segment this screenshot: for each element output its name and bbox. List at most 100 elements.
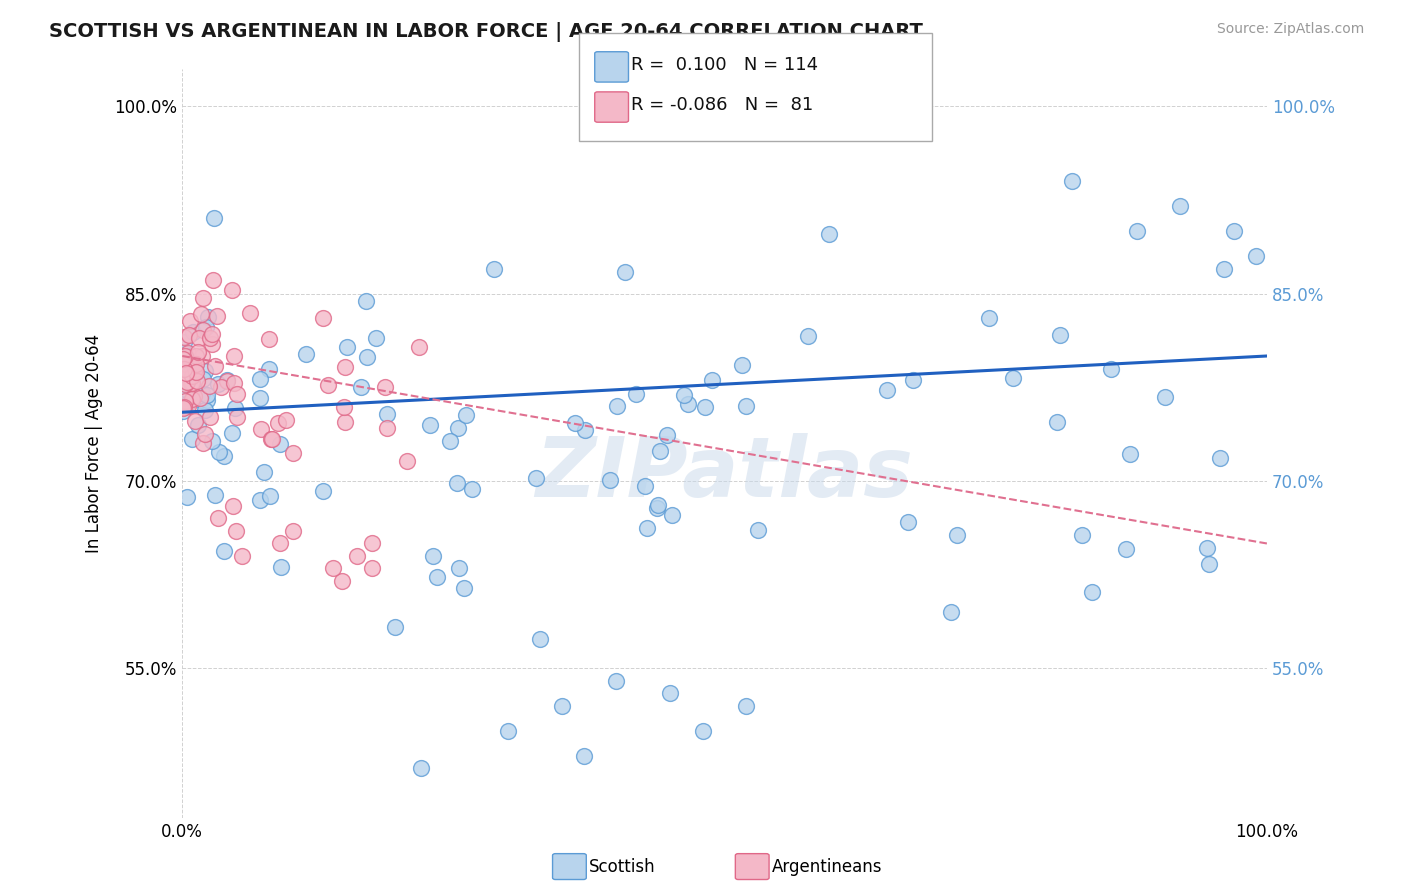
Point: [747, 523, 769, 537]
Point: [225, 386, 247, 401]
Point: [212, 544, 235, 558]
Point: [194, 403, 217, 417]
Point: [312, 311, 335, 326]
Point: [735, 399, 758, 413]
Point: [1001, 371, 1024, 385]
Point: [188, 331, 211, 345]
Point: [693, 401, 716, 415]
Point: [225, 410, 247, 425]
Point: [186, 349, 208, 363]
Point: [190, 392, 212, 407]
Point: [572, 748, 595, 763]
Point: [172, 401, 194, 415]
Point: [876, 383, 898, 397]
Point: [322, 561, 344, 575]
Point: [482, 261, 505, 276]
Point: [239, 306, 262, 320]
Point: [364, 331, 387, 345]
Text: R =  0.100   N = 114: R = 0.100 N = 114: [631, 56, 818, 74]
Point: [659, 686, 682, 700]
Point: [599, 473, 621, 487]
Point: [336, 340, 359, 354]
Point: [209, 380, 232, 394]
Point: [1060, 174, 1083, 188]
Point: [454, 408, 477, 422]
Point: [461, 483, 484, 497]
Point: [207, 511, 229, 525]
Point: [173, 347, 195, 361]
Point: [731, 359, 754, 373]
Point: [419, 418, 441, 433]
Point: [173, 334, 195, 349]
Y-axis label: In Labor Force | Age 20-64: In Labor Force | Age 20-64: [86, 334, 103, 553]
Point: [207, 377, 229, 392]
Point: [259, 362, 281, 376]
Point: [259, 332, 281, 346]
Point: [222, 376, 245, 391]
Point: [647, 501, 669, 516]
Point: [221, 425, 243, 440]
Point: [551, 698, 574, 713]
Point: [259, 489, 281, 503]
Point: [1049, 328, 1071, 343]
Point: [496, 723, 519, 738]
Text: R = -0.086   N =  81: R = -0.086 N = 81: [631, 96, 814, 114]
Point: [330, 574, 353, 588]
Point: [574, 424, 596, 438]
Point: [375, 407, 398, 421]
Point: [201, 336, 224, 351]
Point: [422, 549, 444, 563]
Point: [283, 446, 305, 460]
Point: [191, 385, 214, 400]
Point: [1209, 451, 1232, 466]
Point: [692, 723, 714, 738]
Point: [187, 417, 209, 432]
Point: [657, 427, 679, 442]
Point: [190, 307, 212, 321]
Point: [173, 330, 195, 344]
Point: [198, 331, 221, 345]
Point: [564, 416, 586, 430]
Point: [939, 605, 962, 619]
Point: [426, 570, 449, 584]
Point: [259, 432, 281, 446]
Text: Argentineans: Argentineans: [772, 858, 883, 876]
Point: [661, 508, 683, 522]
Point: [186, 365, 208, 379]
Point: [176, 490, 198, 504]
Point: [270, 559, 292, 574]
Point: [225, 524, 247, 538]
Point: [198, 409, 221, 424]
Point: [181, 376, 204, 390]
Point: [197, 310, 219, 324]
Point: [217, 373, 239, 387]
Point: [179, 314, 201, 328]
Point: [172, 404, 194, 418]
Point: [817, 227, 839, 242]
Point: [173, 357, 195, 371]
Point: [249, 391, 271, 405]
Point: [1244, 249, 1267, 263]
Point: [361, 561, 384, 575]
Point: [700, 373, 723, 387]
Point: [172, 360, 194, 375]
Point: [529, 632, 551, 646]
Point: [197, 393, 219, 408]
Point: [1212, 261, 1234, 276]
Point: [796, 329, 818, 343]
Point: [201, 326, 224, 341]
Point: [194, 427, 217, 442]
Point: [524, 471, 547, 485]
Point: [374, 380, 396, 394]
Point: [201, 434, 224, 448]
Point: [187, 344, 209, 359]
Point: [1081, 585, 1104, 599]
Point: [195, 320, 218, 334]
Point: [180, 368, 202, 383]
Point: [648, 444, 671, 458]
Point: [335, 415, 357, 429]
Point: [897, 515, 920, 529]
Point: [606, 399, 628, 413]
Point: [613, 265, 636, 279]
Point: [1125, 224, 1147, 238]
